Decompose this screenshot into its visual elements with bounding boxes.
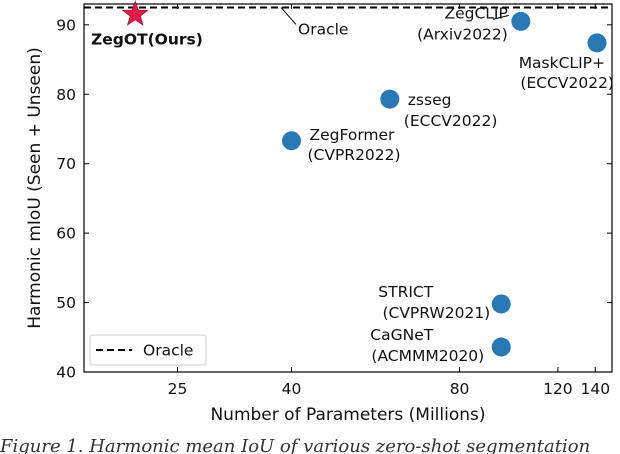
legend-entry-oracle: Oracle bbox=[143, 342, 193, 360]
point-cagnet bbox=[491, 337, 511, 357]
x-tick-label: 80 bbox=[450, 380, 470, 398]
point-zegclip bbox=[511, 11, 531, 31]
label-cagnet: CaGNeT bbox=[370, 326, 433, 344]
venue-maskclip: (ECCV2022) bbox=[520, 74, 614, 92]
scatter-chart: 25 40 80 120 140 40 50 60 70 80 90 Oracle ZegCLIP (… bbox=[25, 0, 614, 425]
x-axis-title: Number of Parameters (Millions) bbox=[210, 405, 485, 425]
venue-zegclip: (Arxiv2022) bbox=[417, 25, 508, 43]
oracle-connector bbox=[280, 7, 297, 25]
venue-zsseg: (ECCV2022) bbox=[404, 112, 498, 130]
legend: Oracle bbox=[89, 334, 207, 366]
axis-ticks: 25 40 80 120 140 40 50 60 70 80 90 bbox=[56, 4, 612, 398]
label-zegclip: ZegCLIP bbox=[444, 4, 507, 22]
data-points: ZegCLIP (Arxiv2022) MaskCLIP+ (ECCV2022) zss… bbox=[91, 0, 614, 365]
venue-cagnet: (ACMMM2020) bbox=[371, 347, 484, 365]
y-tick-label: 90 bbox=[56, 16, 76, 34]
zegclip-connector bbox=[492, 14, 509, 20]
venue-zegformer: (CVPR2022) bbox=[307, 146, 400, 164]
y-axis-title: Harmonic mIoU (Seen + Unseen) bbox=[25, 47, 45, 329]
y-tick-label: 60 bbox=[56, 225, 76, 243]
figure-caption: Figure 1. Harmonic mean IoU of various z… bbox=[0, 436, 591, 454]
oracle-label: Oracle bbox=[298, 20, 348, 38]
y-tick-label: 50 bbox=[56, 294, 76, 312]
point-ours-star bbox=[121, 0, 149, 26]
point-zegformer bbox=[281, 131, 301, 151]
y-tick-label: 80 bbox=[56, 86, 76, 104]
y-tick-label: 70 bbox=[56, 155, 76, 173]
label-strict: STRICT bbox=[378, 283, 433, 301]
label-zsseg: zsseg bbox=[408, 91, 452, 109]
point-zsseg bbox=[380, 89, 400, 109]
label-zegformer: ZegFormer bbox=[309, 126, 395, 144]
y-tick-label: 40 bbox=[56, 364, 76, 382]
point-maskclip bbox=[587, 33, 607, 53]
label-maskclip: MaskCLIP+ bbox=[519, 54, 605, 72]
point-strict bbox=[491, 294, 511, 314]
plot-area bbox=[83, 3, 613, 373]
label-ours: ZegOT(Ours) bbox=[91, 30, 203, 48]
x-tick-label: 40 bbox=[282, 380, 302, 398]
venue-strict: (CVPRW2021) bbox=[382, 304, 490, 322]
x-tick-label: 25 bbox=[168, 380, 188, 398]
x-tick-label: 140 bbox=[580, 380, 610, 398]
x-tick-label: 120 bbox=[543, 380, 573, 398]
